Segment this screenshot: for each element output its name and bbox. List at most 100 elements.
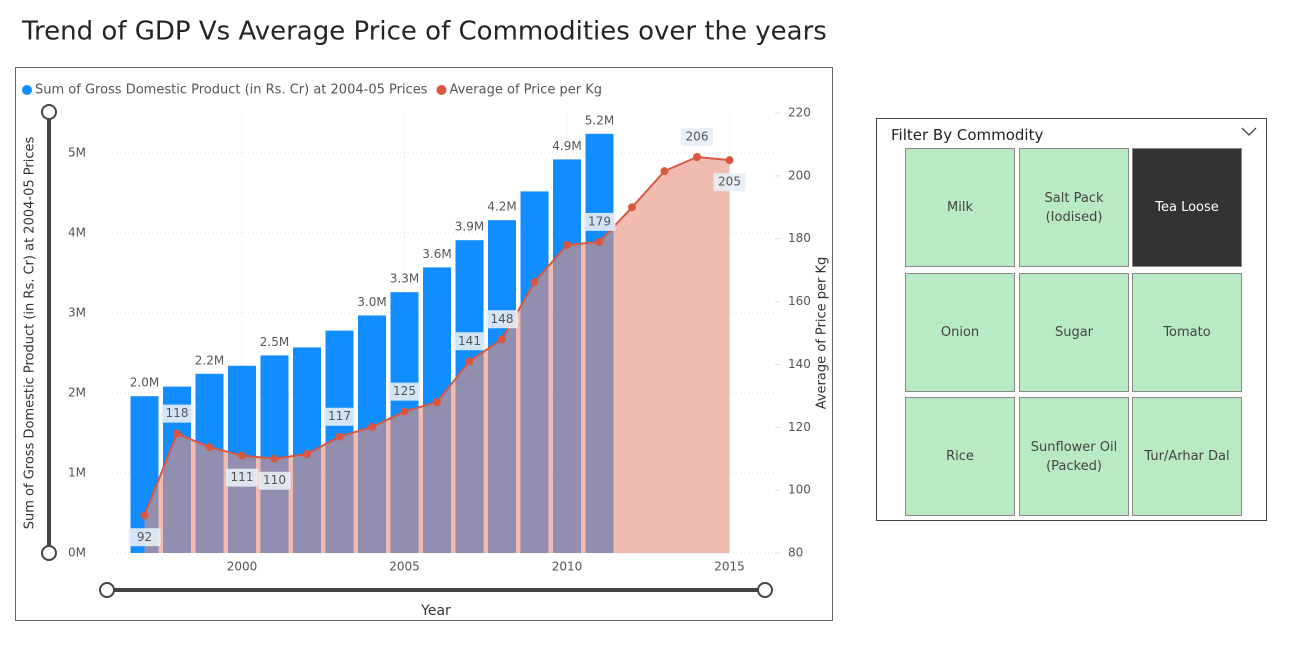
data-label: 117 — [328, 409, 351, 423]
data-label-bg — [226, 468, 258, 487]
data-label: 179 — [588, 214, 611, 228]
slider-handle[interactable] — [41, 104, 57, 120]
data-label: 3.3M — [390, 272, 419, 286]
point — [205, 443, 214, 452]
y2-tick-label: 220 — [788, 106, 811, 120]
y-tick-label: 4M — [68, 226, 86, 240]
data-label: 148 — [491, 312, 514, 326]
slicer-tile[interactable]: Rice — [905, 397, 1015, 516]
data-label-bg — [128, 528, 161, 547]
data-label: 4.2M — [487, 200, 516, 214]
slider-handle[interactable] — [99, 582, 115, 598]
y2-tick-label: 180 — [788, 231, 811, 245]
y2-tick-label: 200 — [788, 168, 811, 182]
point — [530, 278, 539, 287]
x-axis-title: Year — [420, 603, 451, 619]
point — [595, 237, 604, 246]
area — [144, 157, 730, 553]
data-label-bg — [161, 404, 193, 423]
data-label-bg — [453, 332, 486, 351]
y-tick-label: 2M — [68, 386, 86, 400]
data-label-bg — [583, 212, 616, 231]
y2-tick-label: 140 — [788, 357, 811, 371]
slicer: Filter By Commodity Milk Salt Pack (Iodis… — [876, 118, 1267, 521]
point — [173, 429, 181, 438]
slicer-tile-label: Milk — [947, 200, 973, 215]
data-label: 4.9M — [552, 139, 581, 153]
data-label: 3.6M — [422, 247, 451, 261]
x-slider[interactable] — [99, 582, 773, 598]
y2-axis-title: Average of Price per Kg — [815, 257, 830, 410]
chart: Trend of GDP Vs Average Price of Commodi… — [15, 17, 833, 621]
point — [270, 454, 279, 463]
slider-handle[interactable] — [41, 545, 57, 561]
y2-tick-label: 80 — [788, 546, 803, 560]
x-tick-label: 2010 — [552, 560, 583, 574]
data-label: 111 — [231, 470, 254, 484]
slicer-tile[interactable]: Milk — [905, 148, 1015, 267]
y-tick-label: 1M — [68, 466, 86, 480]
chevron[interactable] — [1241, 127, 1257, 137]
chart-frame — [15, 67, 833, 621]
legend-label: Sum of Gross Domestic Product (in Rs. Cr… — [35, 83, 428, 98]
data-label-bg — [681, 128, 713, 146]
data-label-bg — [258, 471, 291, 490]
data-label: 92 — [137, 530, 152, 544]
slicer-tile-label: Rice — [946, 449, 974, 464]
slicer-tile[interactable]: Tea Loose — [1132, 148, 1242, 267]
data-label: 125 — [393, 384, 416, 398]
slicer-tile-label: Tomato — [1163, 325, 1211, 340]
slicer-tile-label: Sunflower Oil (Packed) — [1030, 439, 1118, 474]
data-label: 2.2M — [195, 353, 224, 367]
y-tick-label: 3M — [68, 306, 86, 320]
data-label: 2.0M — [130, 376, 159, 390]
slicer-tile[interactable]: Onion — [905, 273, 1015, 392]
point — [335, 432, 344, 441]
x-tick-label: 2000 — [227, 560, 258, 574]
data-label: 118 — [166, 406, 189, 420]
slicer-tile-label: Onion — [940, 325, 980, 340]
data-label-bg — [713, 173, 746, 192]
data-label: 3.0M — [357, 295, 386, 309]
slider-handle[interactable] — [757, 582, 773, 598]
y-tick-label: 5M — [68, 146, 86, 160]
data-label: 5.2M — [585, 113, 614, 127]
point — [140, 511, 149, 520]
slicer-tile[interactable]: Sunflower Oil (Packed) — [1019, 397, 1129, 516]
data-label-bg — [323, 407, 356, 426]
point — [465, 357, 474, 366]
point — [563, 241, 571, 249]
point — [368, 422, 376, 431]
x-tick-label: 2005 — [389, 560, 420, 574]
point — [238, 451, 246, 460]
data-label: 205 — [718, 175, 741, 189]
x-tick-label: 2015 — [714, 560, 745, 574]
y2-tick-label: 100 — [788, 483, 811, 497]
data-label: 3.9M — [455, 220, 484, 234]
y2-tick-label: 120 — [788, 420, 811, 434]
slicer-tile-label: Tur/Arhar Dal — [1144, 449, 1230, 464]
slicer-tile-label: Sugar — [1054, 325, 1094, 340]
data-label-bg — [388, 382, 421, 401]
slicer-tile-label: Salt Pack (Iodised) — [1044, 190, 1104, 225]
y-slider[interactable] — [41, 104, 57, 561]
slicer-tile[interactable]: Tur/Arhar Dal — [1132, 397, 1242, 516]
point — [725, 156, 734, 165]
slicer-tile[interactable]: Salt Pack (Iodised) — [1019, 148, 1129, 267]
point — [433, 398, 441, 407]
legend-marker — [436, 85, 447, 95]
point — [498, 335, 506, 344]
point — [693, 153, 701, 161]
slicer-tile[interactable]: Tomato — [1132, 273, 1242, 392]
point — [628, 203, 636, 212]
slicer-tile-label: Tea Loose — [1155, 200, 1219, 215]
point — [660, 167, 669, 176]
slicer-title: Filter By Commodity — [891, 126, 1044, 144]
y2-tick-label: 160 — [788, 294, 811, 308]
slicer-tile[interactable]: Sugar — [1019, 273, 1129, 392]
data-label: 2.5M — [260, 335, 289, 349]
data-label: 206 — [686, 130, 709, 144]
y-tick-label: 0M — [68, 546, 86, 560]
legend-marker — [22, 85, 32, 95]
